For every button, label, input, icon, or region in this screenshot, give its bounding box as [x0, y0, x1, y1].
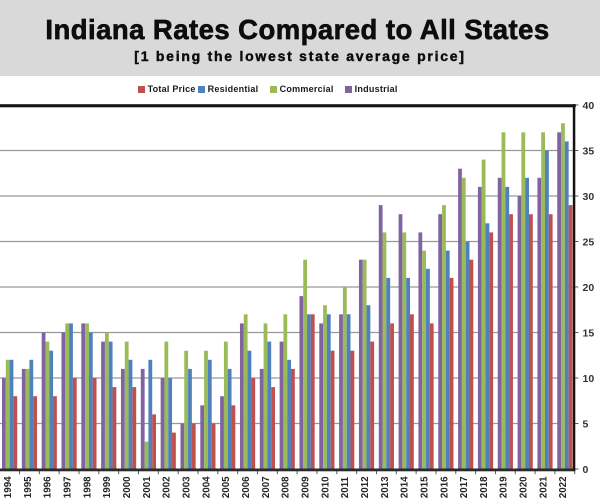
svg-text:2000: 2000 [122, 476, 133, 498]
svg-text:2003: 2003 [182, 476, 193, 498]
svg-text:2015: 2015 [419, 476, 430, 498]
svg-text:2010: 2010 [320, 476, 331, 498]
svg-text:2001: 2001 [142, 476, 153, 498]
svg-text:5: 5 [583, 418, 589, 430]
svg-text:2021: 2021 [538, 476, 549, 498]
svg-text:10: 10 [583, 373, 595, 385]
svg-text:25: 25 [583, 236, 595, 248]
svg-text:15: 15 [583, 327, 595, 339]
svg-text:1996: 1996 [43, 476, 54, 498]
svg-text:2008: 2008 [281, 476, 292, 498]
svg-text:2017: 2017 [459, 476, 470, 498]
svg-text:30: 30 [583, 191, 595, 203]
svg-text:2014: 2014 [400, 476, 411, 498]
svg-text:2013: 2013 [380, 476, 391, 498]
svg-text:2011: 2011 [340, 476, 351, 498]
svg-text:1997: 1997 [63, 476, 74, 498]
svg-text:1994: 1994 [3, 476, 14, 498]
svg-text:2005: 2005 [221, 476, 232, 498]
svg-text:40: 40 [583, 100, 595, 112]
svg-text:2019: 2019 [499, 476, 510, 498]
svg-text:1998: 1998 [82, 476, 93, 498]
svg-text:0: 0 [583, 464, 589, 476]
svg-text:2004: 2004 [201, 476, 212, 498]
svg-text:2009: 2009 [300, 476, 311, 498]
svg-text:2022: 2022 [558, 476, 569, 498]
svg-text:2012: 2012 [360, 476, 371, 498]
svg-text:2018: 2018 [479, 476, 490, 498]
svg-text:1995: 1995 [23, 476, 34, 498]
svg-text:2002: 2002 [162, 476, 173, 498]
svg-text:1999: 1999 [102, 476, 113, 498]
svg-text:2006: 2006 [241, 476, 252, 498]
svg-text:20: 20 [583, 282, 595, 294]
svg-text:35: 35 [583, 145, 595, 157]
svg-text:2020: 2020 [519, 476, 530, 498]
svg-text:2016: 2016 [439, 476, 450, 498]
svg-text:2007: 2007 [261, 476, 272, 498]
